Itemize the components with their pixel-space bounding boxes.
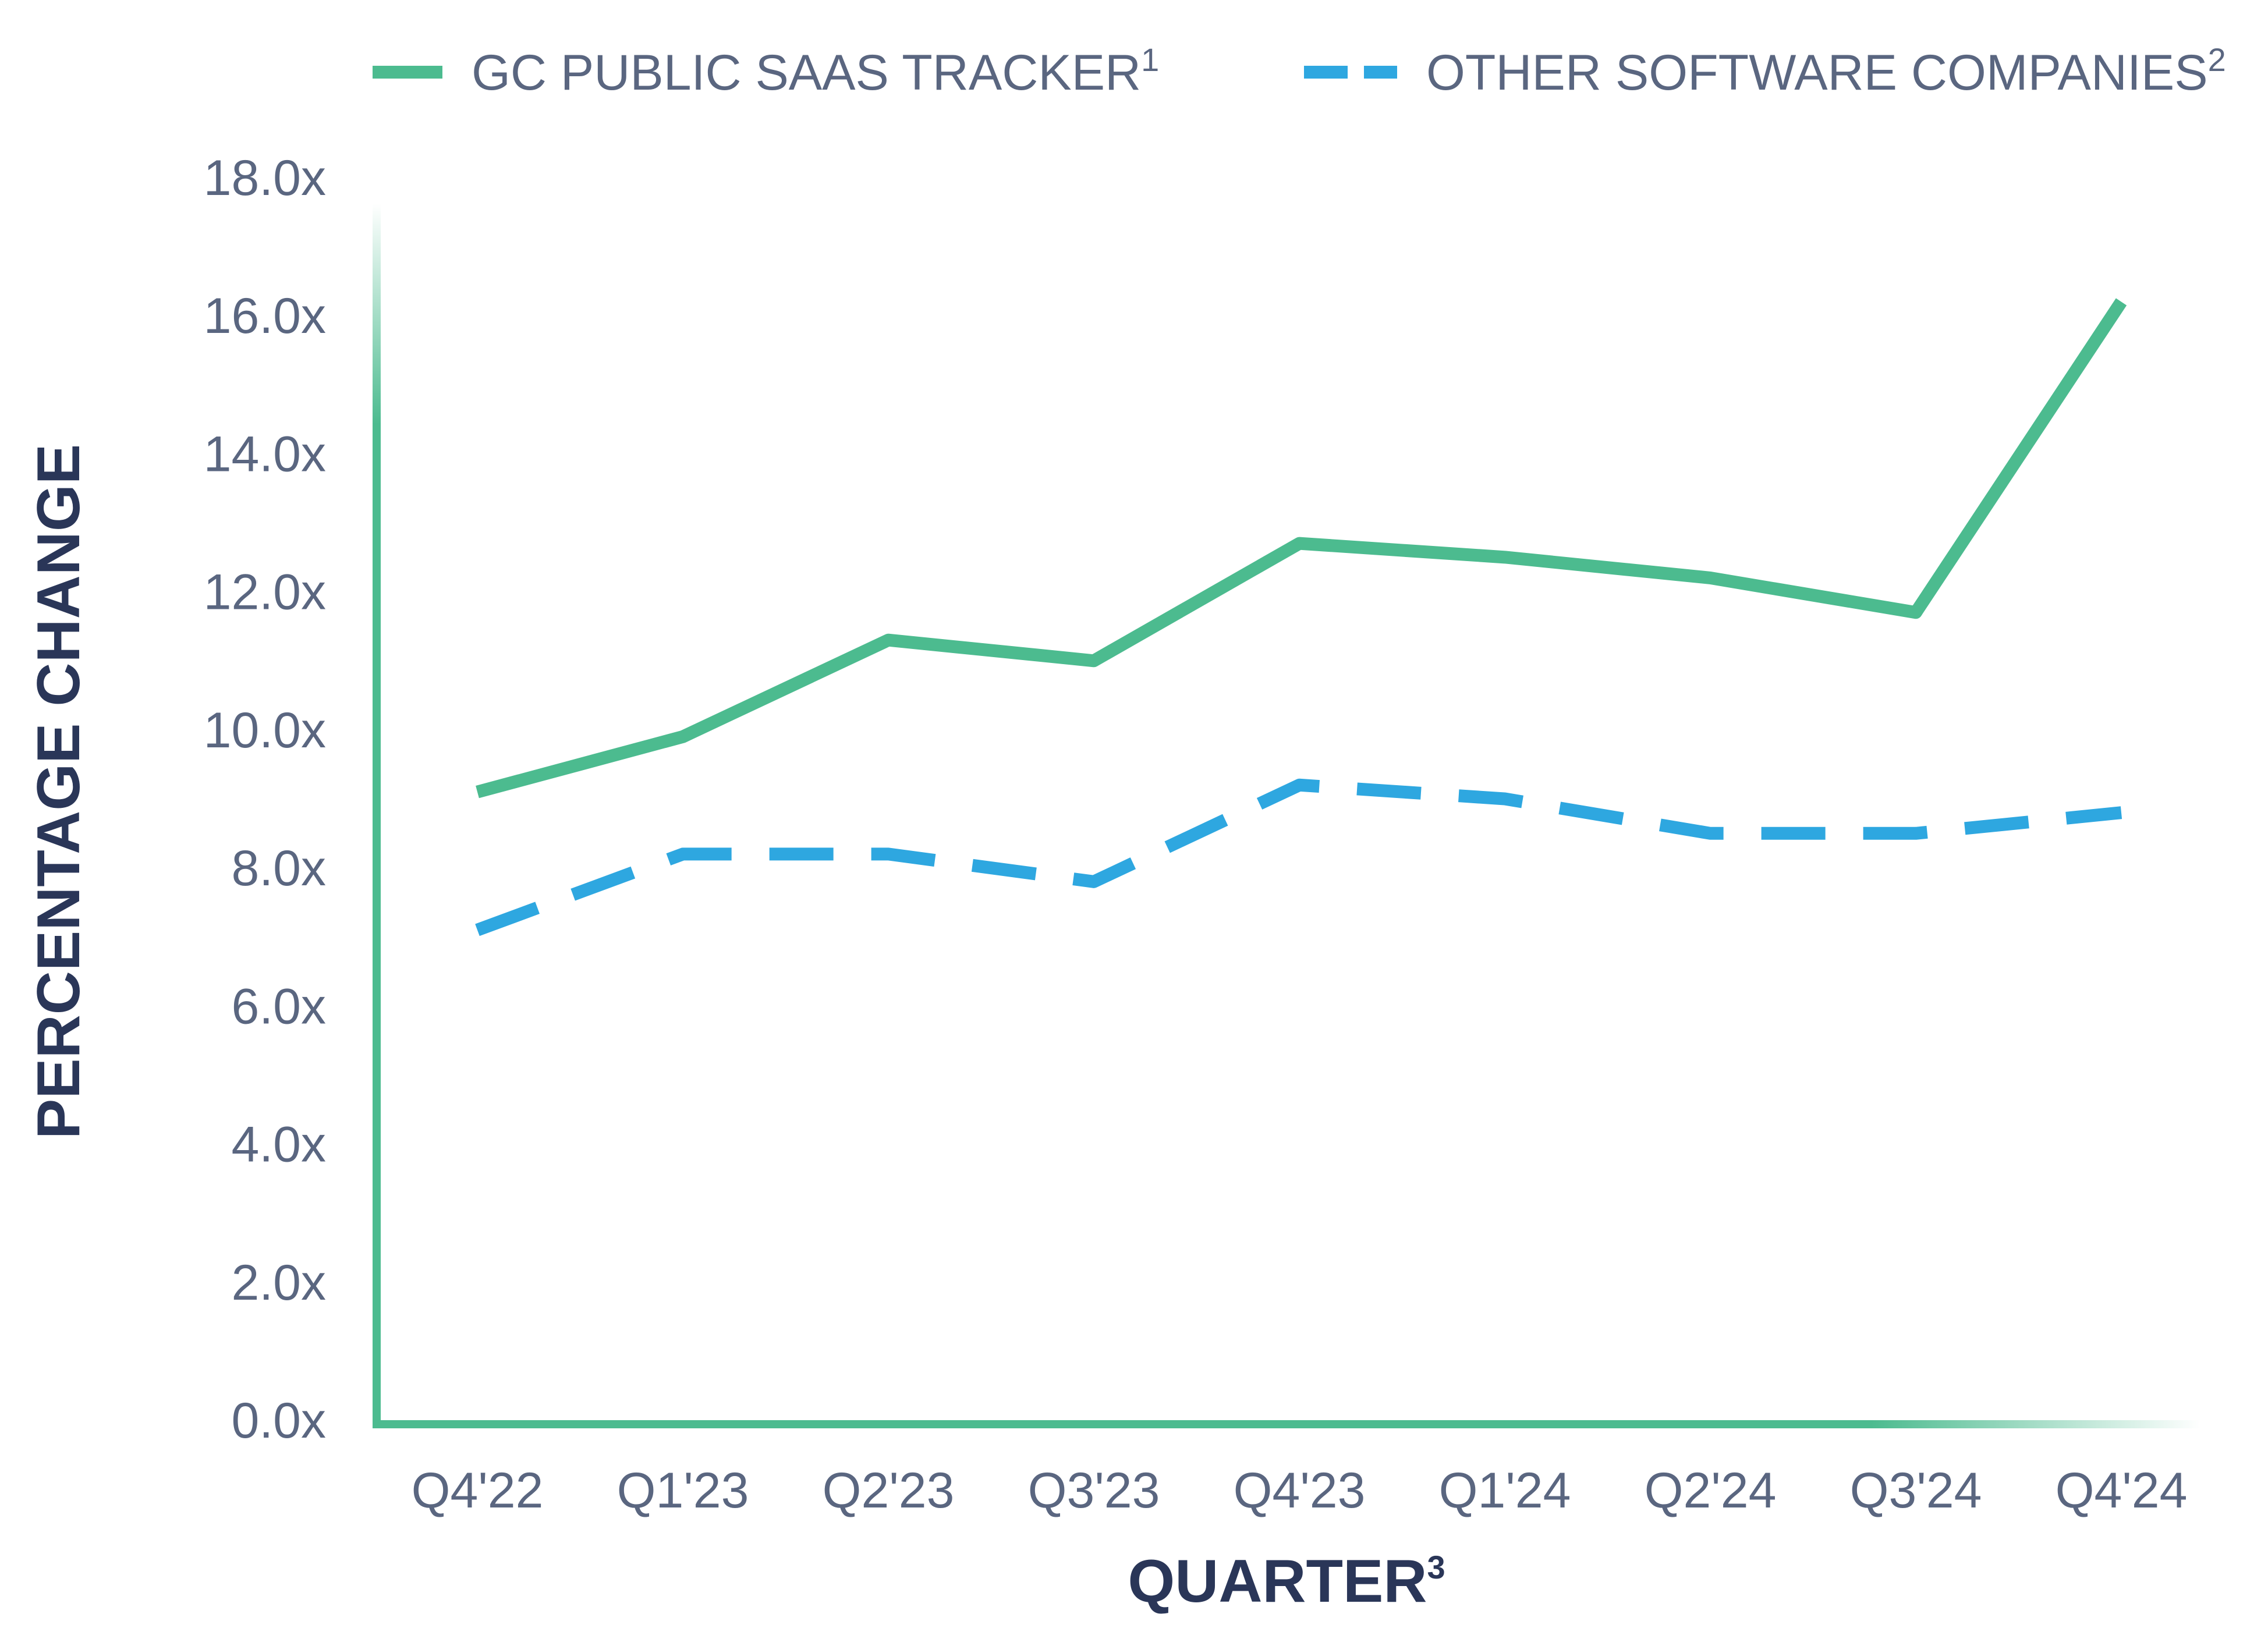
y-tick-label: 8.0x <box>231 840 326 896</box>
y-tick-label: 12.0x <box>204 565 326 620</box>
x-tick-label: Q1'23 <box>617 1463 749 1519</box>
y-tick-label: 6.0x <box>231 978 326 1034</box>
x-tick-label: Q3'24 <box>1850 1463 1982 1519</box>
y-tick-label: 10.0x <box>204 703 326 758</box>
x-tick-label: Q4'24 <box>2056 1463 2188 1519</box>
x-tick-label: Q2'24 <box>1645 1463 1777 1519</box>
series-layer <box>475 298 2127 936</box>
y-tick-label: 0.0x <box>231 1393 326 1449</box>
series-line-other-software <box>475 778 2122 936</box>
legend-item-other-software: OTHER SOFTWARE COMPANIES2 <box>1304 41 2226 101</box>
x-tick-label: Q4'22 <box>412 1463 544 1519</box>
y-axis-line <box>373 204 381 1428</box>
x-axis-title: QUARTER3 <box>1128 1548 1445 1615</box>
x-tick-label: Q4'23 <box>1234 1463 1366 1519</box>
x-axis-ticks: Q4'22 Q1'23 Q2'23 Q3'23 Q4'23 Q1'24 Q2'24 Q3'24… <box>412 1463 2188 1519</box>
y-axis-ticks: 0.0x 2.0x 4.0x 6.0x 8.0x 10.0x 12.0x 14.0x 16.0x… <box>204 150 326 1449</box>
y-tick-label: 16.0x <box>204 288 326 344</box>
legend-label-other-software: OTHER SOFTWARE COMPANIES2 <box>1426 41 2226 101</box>
x-axis-line <box>373 1420 2200 1428</box>
y-tick-label: 4.0x <box>231 1117 326 1173</box>
y-axis-title: PERCENTAGE CHANGE <box>25 444 93 1139</box>
legend-item-gc-public-saas: GC PUBLIC SAAS TRACKER1 <box>373 41 1159 101</box>
x-tick-label: Q3'23 <box>1028 1463 1160 1519</box>
y-tick-label: 2.0x <box>231 1255 326 1311</box>
x-tick-label: Q1'24 <box>1439 1463 1571 1519</box>
y-tick-label: 14.0x <box>204 426 326 482</box>
legend: GC PUBLIC SAAS TRACKER1 OTHER SOFTWARE C… <box>373 41 2226 101</box>
x-tick-label: Q2'23 <box>823 1463 955 1519</box>
legend-label-gc-public-saas: GC PUBLIC SAAS TRACKER1 <box>472 41 1159 101</box>
y-tick-label: 18.0x <box>204 150 326 206</box>
series-line-gc-public-saas <box>476 298 2127 799</box>
